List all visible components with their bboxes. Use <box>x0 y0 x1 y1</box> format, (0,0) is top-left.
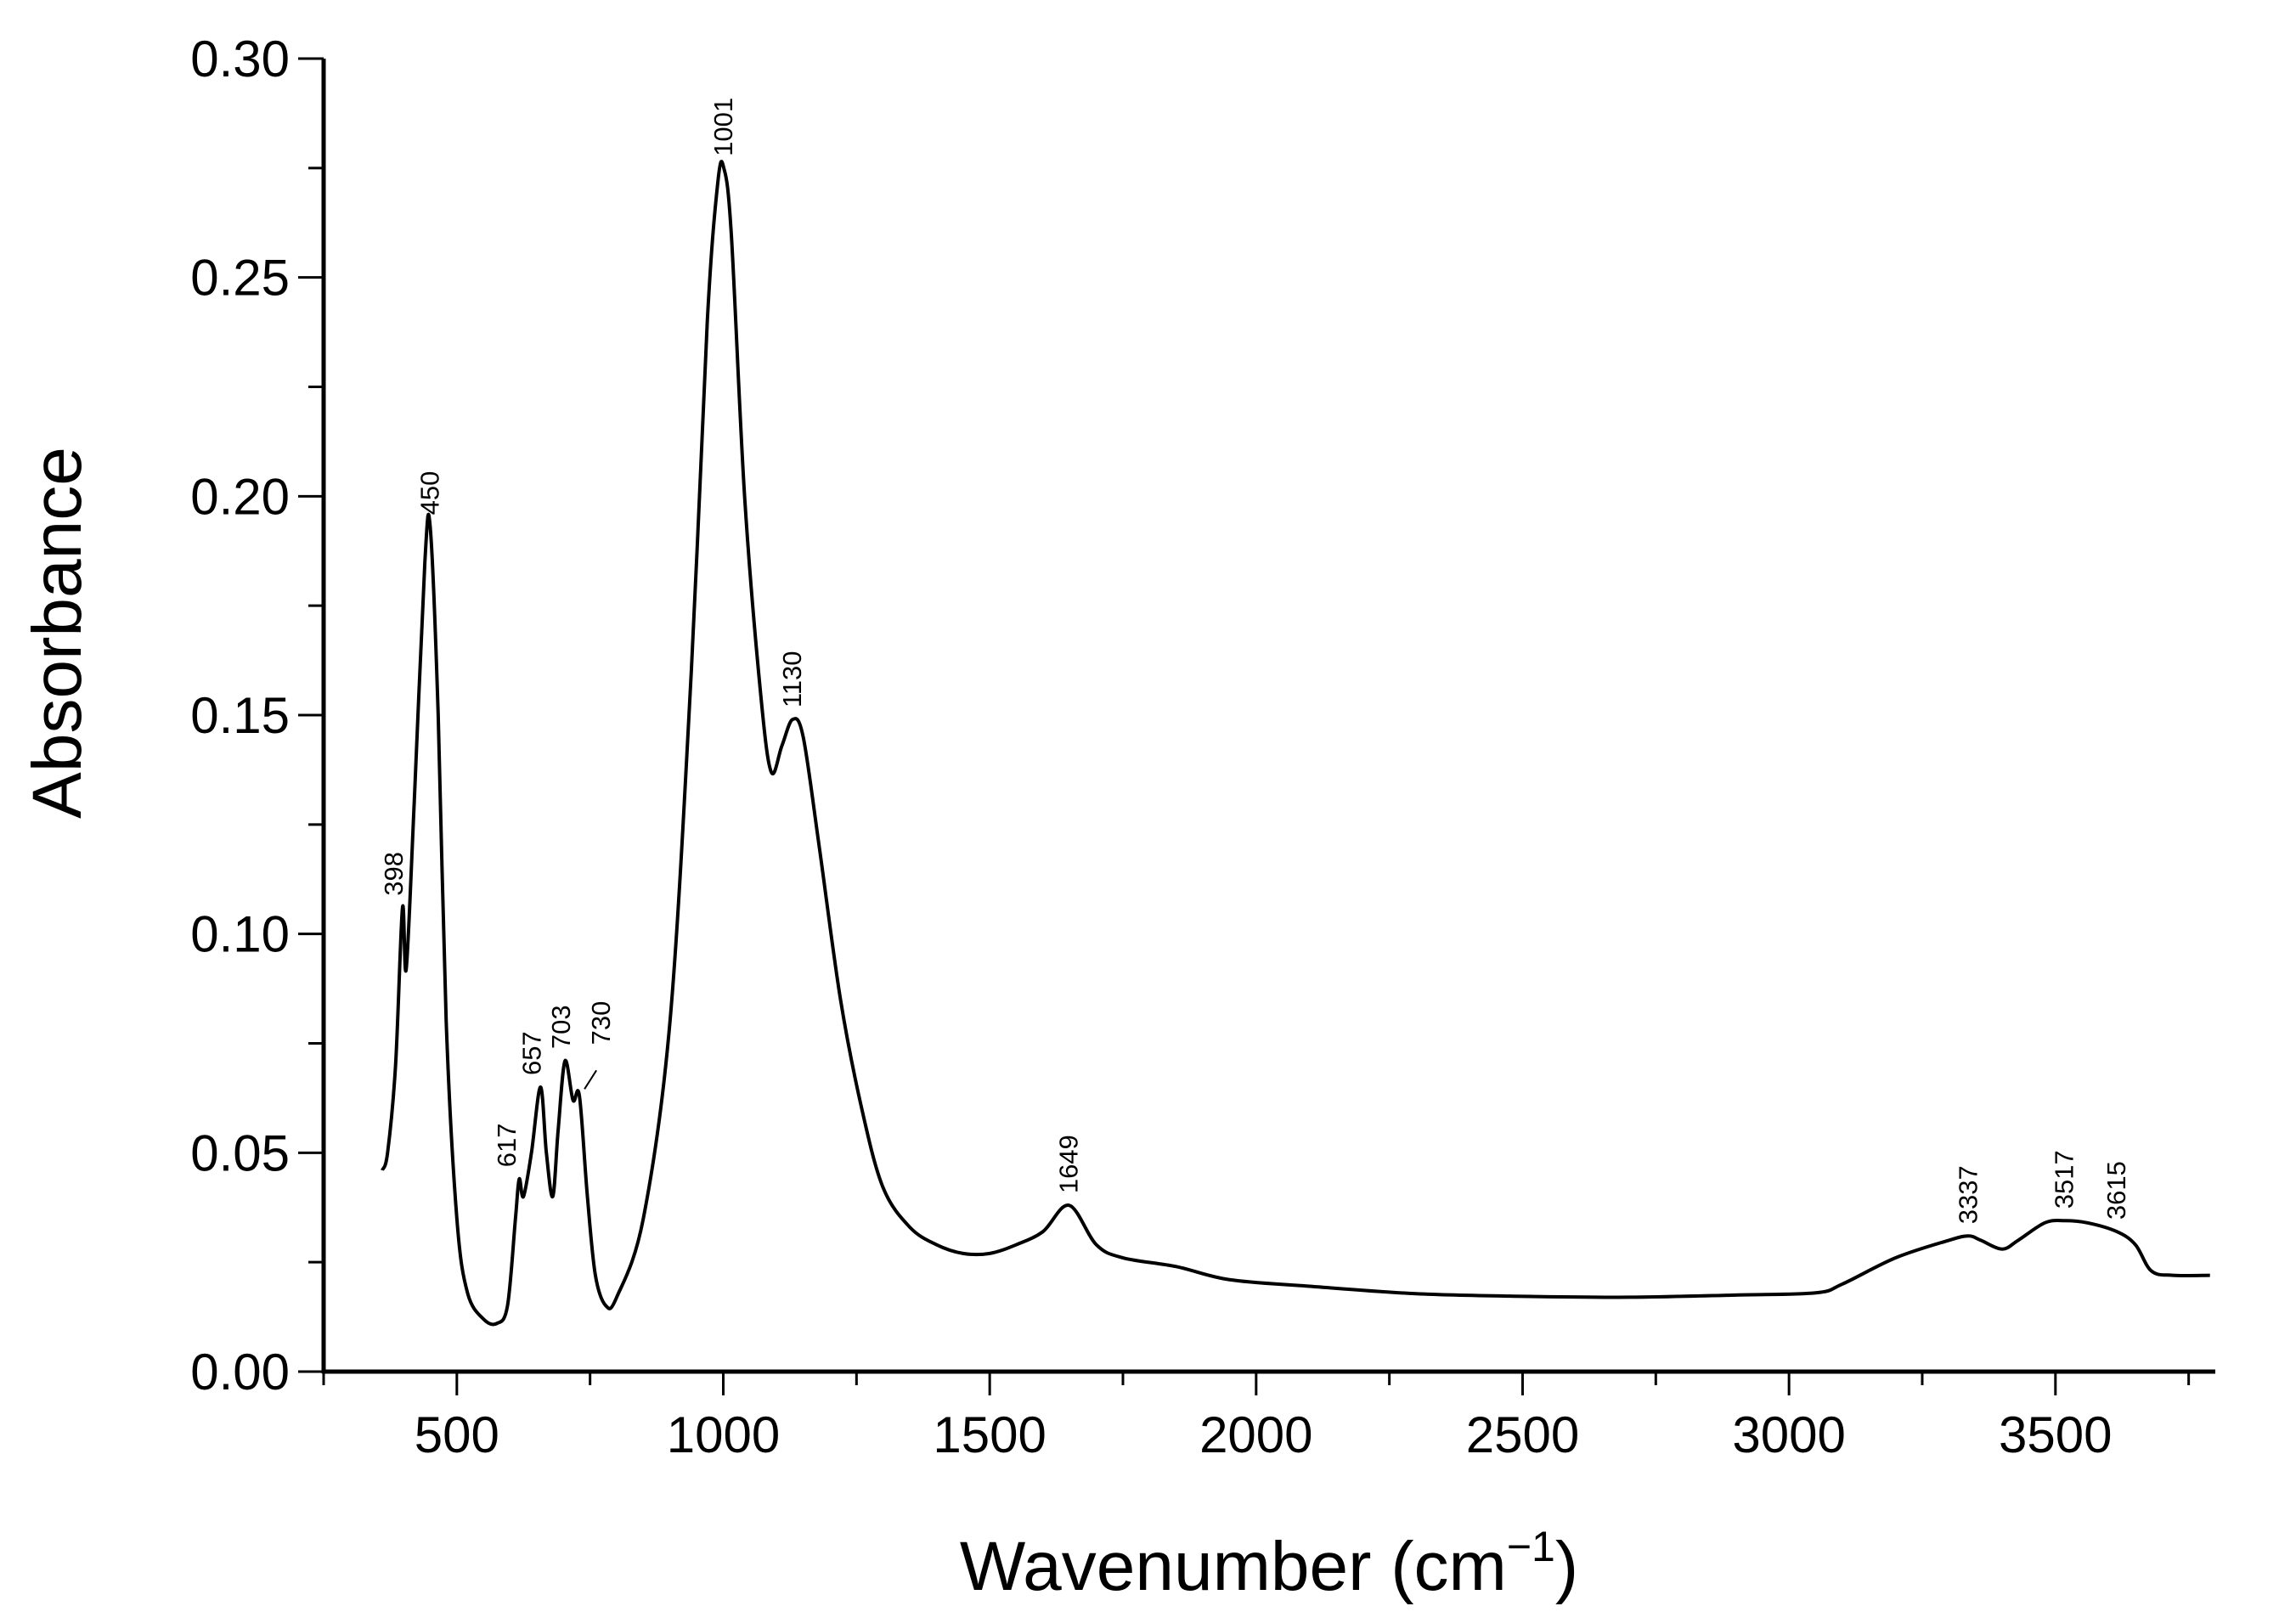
peak-label-450: 450 <box>415 471 444 516</box>
y-tick-label: 0.00 <box>190 1344 290 1400</box>
x-tick-label: 1500 <box>933 1406 1046 1463</box>
spectrum-line <box>381 160 2210 1327</box>
y-axis-title: Absorbance <box>19 447 96 819</box>
y-tick-label: 0.10 <box>190 906 290 963</box>
x-tick-label: 1000 <box>667 1406 780 1463</box>
x-axis-title-close: ) <box>1555 1528 1578 1605</box>
peak-label-3615: 3615 <box>2101 1161 2131 1220</box>
x-tick-label: 3000 <box>1732 1406 1845 1463</box>
axes: 500 1000 1500 2000 2500 3000 3500 0.00 0.05 0.10 0… <box>190 31 2215 1463</box>
peak-label-657: 657 <box>516 1031 546 1075</box>
x-axis-title-sup: −1 <box>1507 1523 1555 1570</box>
y-tick-label: 0.20 <box>190 468 290 525</box>
peak-label-1649: 1649 <box>1054 1135 1084 1193</box>
peak-label-3517: 3517 <box>2049 1150 2079 1209</box>
peak-label-1001: 1001 <box>708 98 738 156</box>
x-tick-label: 3500 <box>1999 1406 2112 1463</box>
peak-label-617: 617 <box>492 1124 522 1168</box>
peak-label-398: 398 <box>379 852 409 896</box>
leader-line-730 <box>584 1069 597 1090</box>
y-tick-label: 0.15 <box>190 687 290 744</box>
x-tick-label: 2000 <box>1199 1406 1312 1463</box>
peak-label-730: 730 <box>586 1001 616 1045</box>
y-tick-label: 0.25 <box>190 250 290 307</box>
x-axis-title: Wavenumber (cm−1) <box>960 1523 1578 1605</box>
y-tick-label: 0.05 <box>190 1124 290 1181</box>
peak-label-1130: 1130 <box>777 651 807 707</box>
x-axis-title-main: Wavenumber (cm <box>960 1528 1507 1605</box>
y-tick-label: 0.30 <box>190 31 290 87</box>
x-tick-label: 2500 <box>1466 1406 1579 1463</box>
peak-label-703: 703 <box>546 1005 576 1049</box>
x-tick-label: 500 <box>415 1406 499 1463</box>
peak-label-3337: 3337 <box>1954 1165 1983 1224</box>
